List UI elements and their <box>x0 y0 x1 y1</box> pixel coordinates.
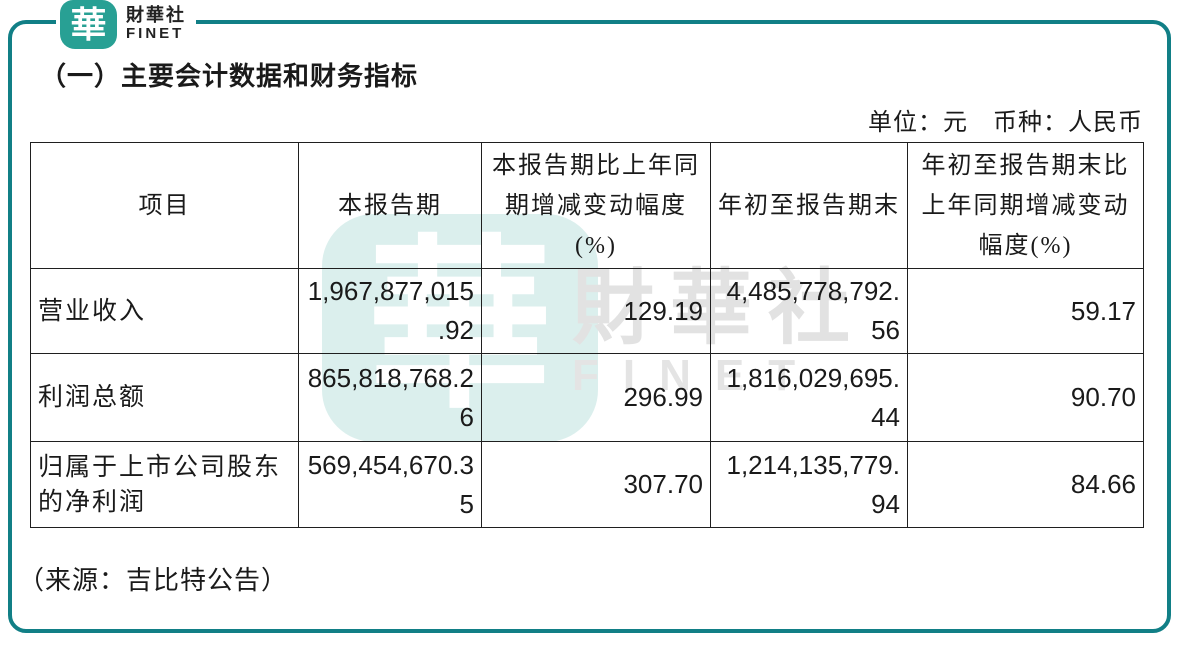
cell-total-profit-current: 865,818,768.2 6 <box>298 353 482 442</box>
brand-name-cn: 財華社 <box>126 5 186 26</box>
logo-glyph: 華 <box>70 4 107 45</box>
unit-currency-note: 单位：元 币种：人民币 <box>868 110 1143 136</box>
cell-total-profit-item: 利润总额 <box>30 353 299 442</box>
cell-net-profit-item: 归属于上市公司股东 的净利润 <box>30 441 299 528</box>
cell-revenue-ytd: 4,485,778,792. 56 <box>710 268 908 354</box>
cell-revenue-ytd-change: 59.17 <box>907 268 1144 354</box>
header-current-period-change: 本报告期比上年同 期增减变动幅度 (%) <box>481 142 711 269</box>
header-ytd: 年初至报告期末 <box>710 142 908 269</box>
brand-wordmark: 財華社 FINET <box>126 6 186 42</box>
table-row-net-profit: 归属于上市公司股东 的净利润 569,454,670.3 5 307.70 1,… <box>30 441 1144 528</box>
cell-total-profit-ytd: 1,816,029,695. 44 <box>710 353 908 442</box>
header-item: 项目 <box>30 142 299 269</box>
section-heading: （一）主要会计数据和财务指标 <box>40 62 419 91</box>
cell-revenue-current: 1,967,877,015 .92 <box>298 268 482 354</box>
source-note: （来源：吉比特公告） <box>18 566 289 595</box>
header-current-period: 本报告期 <box>298 142 482 269</box>
cell-net-profit-current: 569,454,670.3 5 <box>298 441 482 528</box>
cell-net-profit-ytd: 1,214,135,779. 94 <box>710 441 908 528</box>
cell-net-profit-ytd-change: 84.66 <box>907 441 1144 528</box>
header-ytd-change: 年初至报告期末比 上年同期增减变动 幅度(%) <box>907 142 1144 269</box>
finet-logo: 華 財華社 FINET <box>56 0 196 53</box>
table-row-revenue: 营业收入 1,967,877,015 .92 129.19 4,485,778,… <box>30 268 1144 354</box>
cell-net-profit-current-change: 307.70 <box>481 441 711 528</box>
financial-table: 项目 本报告期 本报告期比上年同 期增减变动幅度 (%) 年初至报告期末 年初至… <box>30 142 1144 528</box>
cell-revenue-item: 营业收入 <box>30 268 299 354</box>
cell-total-profit-current-change: 296.99 <box>481 353 711 442</box>
table-header-row: 项目 本报告期 本报告期比上年同 期增减变动幅度 (%) 年初至报告期末 年初至… <box>30 142 1144 269</box>
finet-logo-icon: 華 <box>60 0 117 49</box>
cell-total-profit-ytd-change: 90.70 <box>907 353 1144 442</box>
cell-revenue-current-change: 129.19 <box>481 268 711 354</box>
table-row-total-profit: 利润总额 865,818,768.2 6 296.99 1,816,029,69… <box>30 353 1144 442</box>
brand-name-en: FINET <box>126 25 185 43</box>
